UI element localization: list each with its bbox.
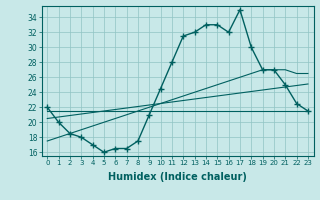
X-axis label: Humidex (Indice chaleur): Humidex (Indice chaleur): [108, 172, 247, 182]
